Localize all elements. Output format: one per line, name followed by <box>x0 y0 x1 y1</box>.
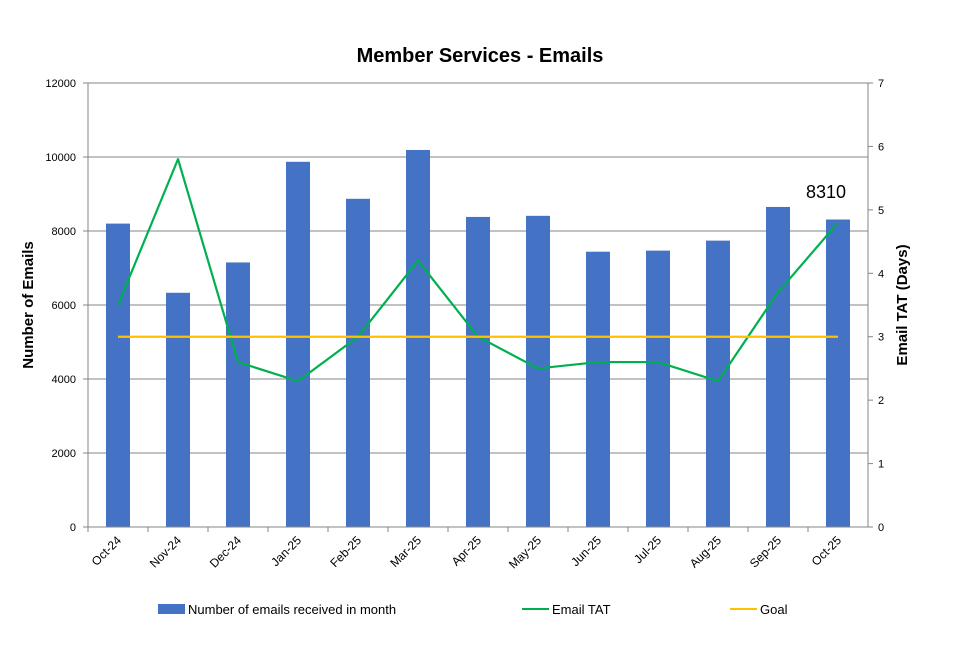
y-tick-label: 0 <box>70 522 76 534</box>
bar-Jun-25 <box>586 251 610 527</box>
x-tick-label: Mar-25 <box>387 533 424 570</box>
bar-Oct-24 <box>106 223 130 527</box>
y2-tick-label: 4 <box>878 268 884 280</box>
data-label: 8310 <box>806 182 846 202</box>
bar-Nov-24 <box>166 292 190 527</box>
legend-label: Number of emails received in month <box>188 602 396 617</box>
x-tick-label: Sep-25 <box>747 533 784 570</box>
legend: Number of emails received in month Email … <box>158 602 788 617</box>
bar-Dec-24 <box>226 262 250 527</box>
y-tick-label: 12000 <box>45 78 76 90</box>
x-tick-label: May-25 <box>506 533 544 571</box>
x-tick-label: Oct-25 <box>809 533 845 569</box>
y-tick-label: 10000 <box>45 152 76 164</box>
y2-tick-label: 1 <box>878 459 884 471</box>
y2-tick-label: 3 <box>878 332 884 344</box>
bar-Aug-25 <box>706 240 730 527</box>
legend-swatch <box>158 604 185 614</box>
x-tick-label: Dec-24 <box>207 533 244 570</box>
x-tick-label: Jun-25 <box>568 533 604 569</box>
bar-May-25 <box>526 215 550 527</box>
bar-series <box>106 149 850 528</box>
y-tick-label: 4000 <box>52 374 76 386</box>
axes <box>83 82 873 532</box>
y-axis-label: Number of Emails <box>20 241 37 369</box>
line-series <box>116 158 839 383</box>
x-tick-label: Feb-25 <box>327 533 364 570</box>
y2-tick-label: 6 <box>878 141 884 153</box>
bar-Sep-25 <box>766 206 790 527</box>
bar-Feb-25 <box>346 198 370 527</box>
bar-Jan-25 <box>286 161 310 527</box>
x-tick-label: Jul-25 <box>631 533 664 566</box>
y2-axis-label: Email TAT (Days) <box>894 244 911 365</box>
bar-Apr-25 <box>466 216 490 527</box>
x-tick-label: Apr-25 <box>449 533 485 569</box>
y2-tick-label: 0 <box>878 522 884 534</box>
legend-label: Email TAT <box>552 602 611 617</box>
x-tick-label: Nov-24 <box>147 533 184 570</box>
y2-tick-label: 2 <box>878 395 884 407</box>
y-tick-label: 2000 <box>52 448 76 460</box>
legend-label: Goal <box>760 602 788 617</box>
y2-tick-label: 5 <box>878 205 884 217</box>
bar-Mar-25 <box>406 149 430 527</box>
y-tick-label: 6000 <box>52 300 76 312</box>
y-tick-label: 8000 <box>52 226 76 238</box>
x-tick-label: Jan-25 <box>268 533 304 569</box>
chart-title: Member Services - Emails <box>357 45 604 67</box>
x-tick-label: Oct-24 <box>89 533 125 569</box>
y2-tick-label: 7 <box>878 78 884 90</box>
bar-Oct-25 <box>826 219 850 527</box>
bar-Jul-25 <box>646 250 670 528</box>
x-tick-label: Aug-25 <box>687 533 724 570</box>
